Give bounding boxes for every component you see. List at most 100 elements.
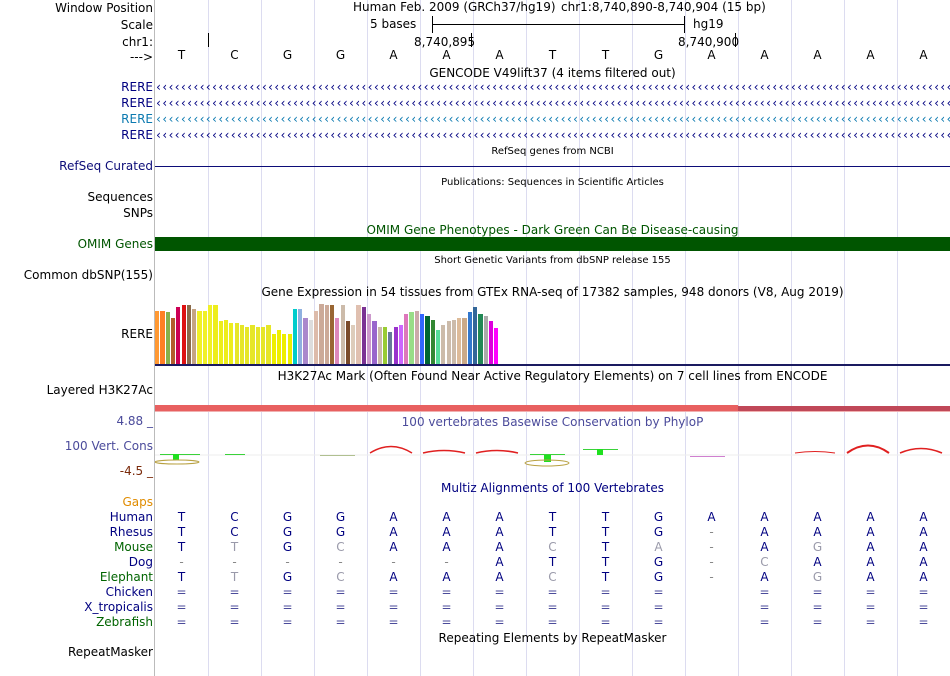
h3k27ac-label[interactable]: Layered H3K27Ac	[46, 383, 153, 397]
gtex-tissue-bar[interactable]	[176, 307, 181, 364]
species-label[interactable]: Chicken	[105, 585, 153, 599]
gtex-tissue-bar[interactable]	[356, 305, 361, 364]
gtex-tissue-bar[interactable]	[398, 325, 404, 364]
gencode-gene-label[interactable]: RERE	[121, 128, 153, 142]
gtex-tissue-bar[interactable]	[160, 311, 165, 364]
species-label[interactable]: Mouse	[114, 540, 153, 554]
gtex-tissue-bar[interactable]	[261, 327, 266, 364]
gtex-tissue-bar[interactable]	[266, 325, 271, 364]
species-label[interactable]: Dog	[128, 555, 153, 569]
gtex-tissue-bar[interactable]	[324, 305, 329, 364]
gtex-tissue-bar[interactable]	[382, 327, 388, 364]
gtex-tissue-bar[interactable]	[340, 305, 345, 364]
gencode-transcript[interactable]: ‹‹‹‹‹‹‹‹‹‹‹‹‹‹‹‹‹‹‹‹‹‹‹‹‹‹‹‹‹‹‹‹‹‹‹‹‹‹‹‹…	[155, 112, 950, 126]
gtex-tissue-bar[interactable]	[303, 318, 308, 364]
gtex-tissue-bar[interactable]	[282, 334, 287, 364]
omim-bar[interactable]	[155, 237, 950, 251]
gtex-tissue-bar[interactable]	[192, 309, 197, 364]
gtex-tissue-bar[interactable]	[367, 314, 372, 364]
gtex-tissue-bar[interactable]	[494, 328, 499, 364]
gtex-tissue-bar[interactable]	[202, 311, 207, 364]
species-label[interactable]: Rhesus	[109, 525, 153, 539]
gtex-tissue-bar[interactable]	[239, 325, 245, 364]
snps-label[interactable]: SNPs	[123, 206, 153, 220]
gtex-tissue-bar[interactable]	[420, 314, 425, 364]
gtex-tissue-bar[interactable]	[430, 320, 435, 364]
gtex-label[interactable]: RERE	[121, 327, 153, 341]
gtex-tissue-bar[interactable]	[478, 314, 483, 364]
gtex-tissue-bar[interactable]	[276, 330, 282, 364]
gtex-bar-chart[interactable]	[155, 300, 535, 364]
gtex-tissue-bar[interactable]	[170, 318, 176, 364]
phylop-plot[interactable]	[155, 440, 950, 470]
multiz-title[interactable]: Multiz Alignments of 100 Vertebrates	[440, 481, 665, 495]
omim-label[interactable]: OMIM Genes	[77, 237, 153, 251]
gtex-tissue-bar[interactable]	[393, 327, 398, 364]
gencode-gene-label[interactable]: RERE	[121, 96, 153, 110]
species-label[interactable]: X_tropicalis	[84, 600, 153, 614]
gtex-tissue-bar[interactable]	[425, 316, 430, 364]
gtex-tissue-bar[interactable]	[298, 309, 303, 364]
dbsnp-label[interactable]: Common dbSNP(155)	[23, 268, 153, 282]
gtex-tissue-bar[interactable]	[181, 305, 186, 364]
gtex-tissue-bar[interactable]	[223, 320, 229, 364]
gtex-tissue-bar[interactable]	[197, 311, 202, 364]
gtex-tissue-bar[interactable]	[467, 312, 472, 364]
refseq-title[interactable]: RefSeq genes from NCBI	[491, 146, 614, 157]
gencode-title[interactable]: GENCODE V49lift37 (4 items filtered out)	[429, 66, 676, 80]
browser-image[interactable]: Human Feb. 2009 (GRCh37/hg19) chr1:8,740…	[155, 0, 950, 676]
species-label[interactable]: Elephant	[99, 570, 153, 584]
gtex-title[interactable]: Gene Expression in 54 tissues from GTEx …	[261, 285, 844, 299]
gtex-tissue-bar[interactable]	[165, 312, 170, 364]
repeatmasker-title[interactable]: Repeating Elements by RepeatMasker	[438, 631, 667, 645]
gtex-tissue-bar[interactable]	[208, 305, 213, 364]
gtex-tissue-bar[interactable]	[255, 327, 260, 364]
gtex-tissue-bar[interactable]	[213, 305, 218, 364]
gtex-tissue-bar[interactable]	[319, 304, 324, 364]
gtex-tissue-bar[interactable]	[404, 314, 409, 364]
gtex-tissue-bar[interactable]	[435, 330, 441, 364]
refseq-line[interactable]	[155, 166, 950, 167]
omim-title[interactable]: OMIM Gene Phenotypes - Dark Green Can Be…	[366, 223, 739, 237]
gtex-tissue-bar[interactable]	[377, 327, 382, 364]
phylop-label[interactable]: 100 Vert. Cons	[64, 439, 153, 453]
gtex-tissue-bar[interactable]	[292, 309, 298, 364]
species-label[interactable]: Zebrafish	[96, 615, 153, 629]
gtex-tissue-bar[interactable]	[314, 311, 319, 364]
gtex-tissue-bar[interactable]	[186, 305, 192, 364]
gtex-tissue-bar[interactable]	[372, 321, 377, 364]
gtex-tissue-bar[interactable]	[488, 321, 494, 364]
gtex-tissue-bar[interactable]	[361, 307, 366, 364]
gencode-transcript[interactable]: ‹‹‹‹‹‹‹‹‹‹‹‹‹‹‹‹‹‹‹‹‹‹‹‹‹‹‹‹‹‹‹‹‹‹‹‹‹‹‹‹…	[155, 128, 950, 142]
sequences-label[interactable]: Sequences	[87, 190, 153, 204]
gtex-tissue-bar[interactable]	[457, 318, 462, 364]
h3k27ac-title[interactable]: H3K27Ac Mark (Often Found Near Active Re…	[277, 369, 828, 383]
gencode-gene-label[interactable]: RERE	[121, 112, 153, 126]
gtex-tissue-bar[interactable]	[388, 332, 393, 364]
gtex-tissue-bar[interactable]	[329, 305, 335, 364]
gtex-tissue-bar[interactable]	[351, 325, 356, 364]
gtex-tissue-bar[interactable]	[446, 321, 451, 364]
phylop-title[interactable]: 100 vertebrates Basewise Conservation by…	[401, 415, 704, 429]
gtex-tissue-bar[interactable]	[335, 318, 340, 364]
gtex-tissue-bar[interactable]	[308, 320, 313, 364]
gtex-tissue-bar[interactable]	[234, 323, 239, 364]
gtex-tissue-bar[interactable]	[451, 320, 457, 364]
gtex-tissue-bar[interactable]	[218, 321, 223, 364]
repeatmasker-label[interactable]: RepeatMasker	[67, 645, 153, 659]
species-label[interactable]: Human	[109, 510, 153, 524]
gencode-transcript[interactable]: ‹‹‹‹‹‹‹‹‹‹‹‹‹‹‹‹‹‹‹‹‹‹‹‹‹‹‹‹‹‹‹‹‹‹‹‹‹‹‹‹…	[155, 80, 950, 94]
dbsnp-title[interactable]: Short Genetic Variants from dbSNP releas…	[434, 255, 671, 266]
gtex-tissue-bar[interactable]	[441, 325, 446, 364]
refseq-label[interactable]: RefSeq Curated	[59, 159, 153, 173]
gtex-tissue-bar[interactable]	[287, 334, 292, 364]
gtex-tissue-bar[interactable]	[345, 321, 351, 364]
gtex-tissue-bar[interactable]	[245, 327, 250, 364]
gtex-tissue-bar[interactable]	[409, 312, 414, 364]
gtex-tissue-bar[interactable]	[462, 318, 467, 364]
h3k27ac-signal[interactable]	[155, 405, 738, 411]
gtex-tissue-bar[interactable]	[414, 311, 419, 364]
publications-title[interactable]: Publications: Sequences in Scientific Ar…	[441, 177, 664, 188]
gencode-gene-label[interactable]: RERE	[121, 80, 153, 94]
gtex-tissue-bar[interactable]	[483, 316, 488, 364]
